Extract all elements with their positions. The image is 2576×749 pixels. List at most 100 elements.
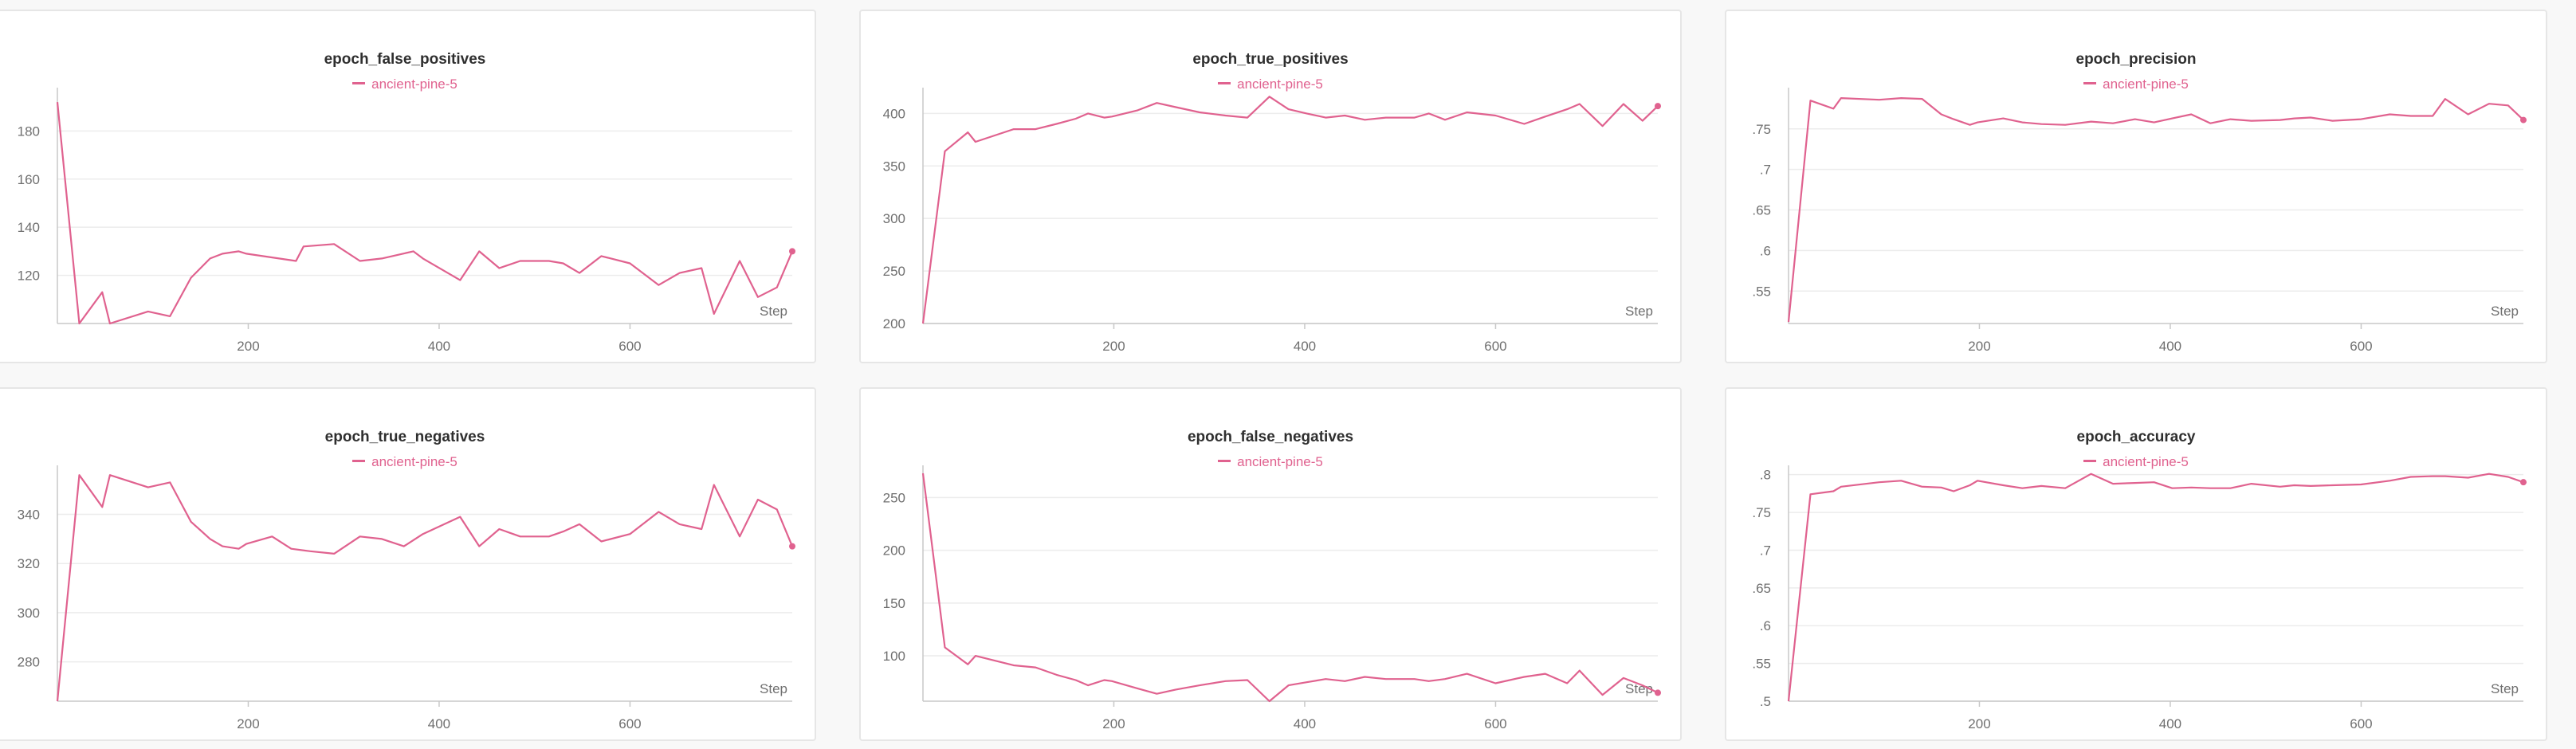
- series-endpoint: [789, 248, 795, 255]
- line-plot: 280 300 320 340 200 400 600 Step: [18, 465, 795, 731]
- y-tick-label: .5: [1760, 694, 1771, 709]
- x-axis-label: Step: [1625, 681, 1653, 696]
- y-tick-label: 200: [883, 316, 905, 331]
- y-tick-label: .55: [1752, 657, 1771, 672]
- x-tick-label: 200: [237, 339, 259, 354]
- series-line: [1787, 96, 2524, 323]
- x-tick-label: 200: [1102, 339, 1125, 354]
- y-tick-label: .6: [1760, 618, 1771, 633]
- y-tick-label: .65: [1752, 581, 1771, 596]
- line-plot: .55 .6 .65 .7 .75 200 400 600 Step: [1752, 88, 2527, 354]
- chart-panel-epoch-false-positives: epoch_false_positives ancient-pine-5 120…: [0, 10, 816, 363]
- series-line: [56, 474, 794, 702]
- legend-swatch: [2083, 460, 2097, 463]
- series-line: [921, 473, 1659, 703]
- legend-swatch: [352, 82, 366, 85]
- x-axis-label: Step: [760, 304, 787, 319]
- legend-label: ancient-pine-5: [2103, 454, 2189, 469]
- chart-title: epoch_false_positives: [324, 51, 486, 68]
- series-endpoint: [789, 543, 795, 550]
- y-tick-label: 350: [883, 159, 905, 174]
- y-tick-label: .6: [1760, 243, 1771, 258]
- y-tick-label: 340: [18, 508, 40, 523]
- line-plot: 120 140 160 180 200 400 600 Step: [18, 88, 795, 354]
- y-tick-label: .8: [1760, 468, 1771, 483]
- legend-label: ancient-pine-5: [1237, 76, 1323, 92]
- chart-legend: ancient-pine-5: [861, 454, 1680, 470]
- x-tick-label: 600: [618, 339, 641, 354]
- legend-label: ancient-pine-5: [371, 454, 457, 469]
- y-tick-label: 320: [18, 556, 40, 571]
- y-tick-label: .75: [1752, 505, 1771, 520]
- y-tick-label: 280: [18, 655, 40, 670]
- legend-swatch: [1218, 460, 1231, 463]
- y-tick-label: .7: [1760, 543, 1771, 558]
- x-tick-label: 200: [1968, 716, 1990, 731]
- y-tick-label: 120: [18, 269, 40, 284]
- chart-title: epoch_false_negatives: [1187, 429, 1354, 445]
- line-plot: .5 .55 .6 .65 .7 .75 .8 200 400 600 Step: [1752, 465, 2527, 731]
- line-plot: 100 150 200 250 200 400 600 Step: [883, 465, 1661, 731]
- series-endpoint: [2520, 479, 2527, 486]
- x-tick-label: 400: [1294, 716, 1316, 731]
- x-axis-label: Step: [2491, 304, 2519, 319]
- legend-swatch: [1218, 82, 1231, 85]
- x-tick-label: 600: [2350, 716, 2372, 731]
- x-tick-label: 200: [1102, 716, 1125, 731]
- y-tick-label: 140: [18, 220, 40, 235]
- chart-title: epoch_precision: [2075, 51, 2197, 68]
- x-tick-label: 400: [2159, 716, 2181, 731]
- legend-label: ancient-pine-5: [371, 76, 457, 92]
- series-line: [1787, 473, 2524, 702]
- x-tick-label: 400: [1294, 339, 1316, 354]
- x-tick-label: 600: [1484, 339, 1506, 354]
- series-endpoint: [2520, 116, 2527, 124]
- series-line: [921, 96, 1659, 324]
- legend-swatch: [2083, 82, 2097, 85]
- chart-legend: ancient-pine-5: [1726, 76, 2546, 92]
- x-axis-label: Step: [2491, 681, 2519, 696]
- x-tick-label: 600: [618, 716, 641, 731]
- y-tick-label: 300: [18, 606, 40, 621]
- x-tick-label: 600: [2350, 339, 2372, 354]
- y-tick-label: .55: [1752, 284, 1771, 299]
- y-tick-label: .75: [1752, 122, 1771, 137]
- series-line: [56, 101, 794, 325]
- chart-legend: ancient-pine-5: [1726, 454, 2546, 470]
- chart-panel-epoch-true-positives: epoch_true_positives ancient-pine-5 200 2…: [859, 10, 1682, 363]
- line-plot: 200 250 300 350 400 200 400 600 Step: [883, 88, 1661, 354]
- y-tick-label: 160: [18, 172, 40, 187]
- chart-title: epoch_accuracy: [2076, 429, 2196, 445]
- x-tick-label: 600: [1484, 716, 1506, 731]
- y-tick-label: .7: [1760, 163, 1771, 178]
- x-tick-label: 400: [428, 716, 450, 731]
- y-tick-label: 400: [883, 106, 905, 121]
- chart-legend: ancient-pine-5: [0, 76, 815, 92]
- chart-panel-epoch-accuracy: epoch_accuracy ancient-pine-5 .5 .55 .6 .65…: [1725, 387, 2547, 741]
- y-tick-label: 180: [18, 124, 40, 139]
- y-tick-label: .65: [1752, 203, 1771, 218]
- x-tick-label: 200: [237, 716, 259, 731]
- x-tick-label: 400: [2159, 339, 2181, 354]
- chart-title: epoch_true_positives: [1192, 51, 1349, 68]
- chart-legend: ancient-pine-5: [861, 76, 1680, 92]
- y-tick-label: 250: [883, 264, 905, 279]
- chart-panel-epoch-true-negatives: epoch_true_negatives ancient-pine-5 280 3…: [0, 387, 816, 741]
- chart-title: epoch_true_negatives: [324, 429, 485, 445]
- chart-panel-epoch-false-negatives: epoch_false_negatives ancient-pine-5 100…: [859, 387, 1682, 741]
- x-tick-label: 200: [1968, 339, 1990, 354]
- y-tick-label: 250: [883, 490, 905, 505]
- y-tick-label: 150: [883, 596, 905, 611]
- series-endpoint: [1655, 689, 1661, 696]
- series-endpoint: [1655, 103, 1661, 110]
- x-tick-label: 400: [428, 339, 450, 354]
- y-tick-label: 300: [883, 211, 905, 226]
- legend-label: ancient-pine-5: [1237, 454, 1323, 469]
- y-tick-label: 100: [883, 649, 905, 664]
- legend-swatch: [352, 460, 366, 463]
- x-axis-label: Step: [760, 681, 787, 696]
- chart-legend: ancient-pine-5: [0, 454, 815, 470]
- legend-label: ancient-pine-5: [2103, 76, 2189, 92]
- chart-panel-epoch-precision: epoch_precision ancient-pine-5 .55 .6 .65.…: [1725, 10, 2547, 363]
- x-axis-label: Step: [1625, 304, 1653, 319]
